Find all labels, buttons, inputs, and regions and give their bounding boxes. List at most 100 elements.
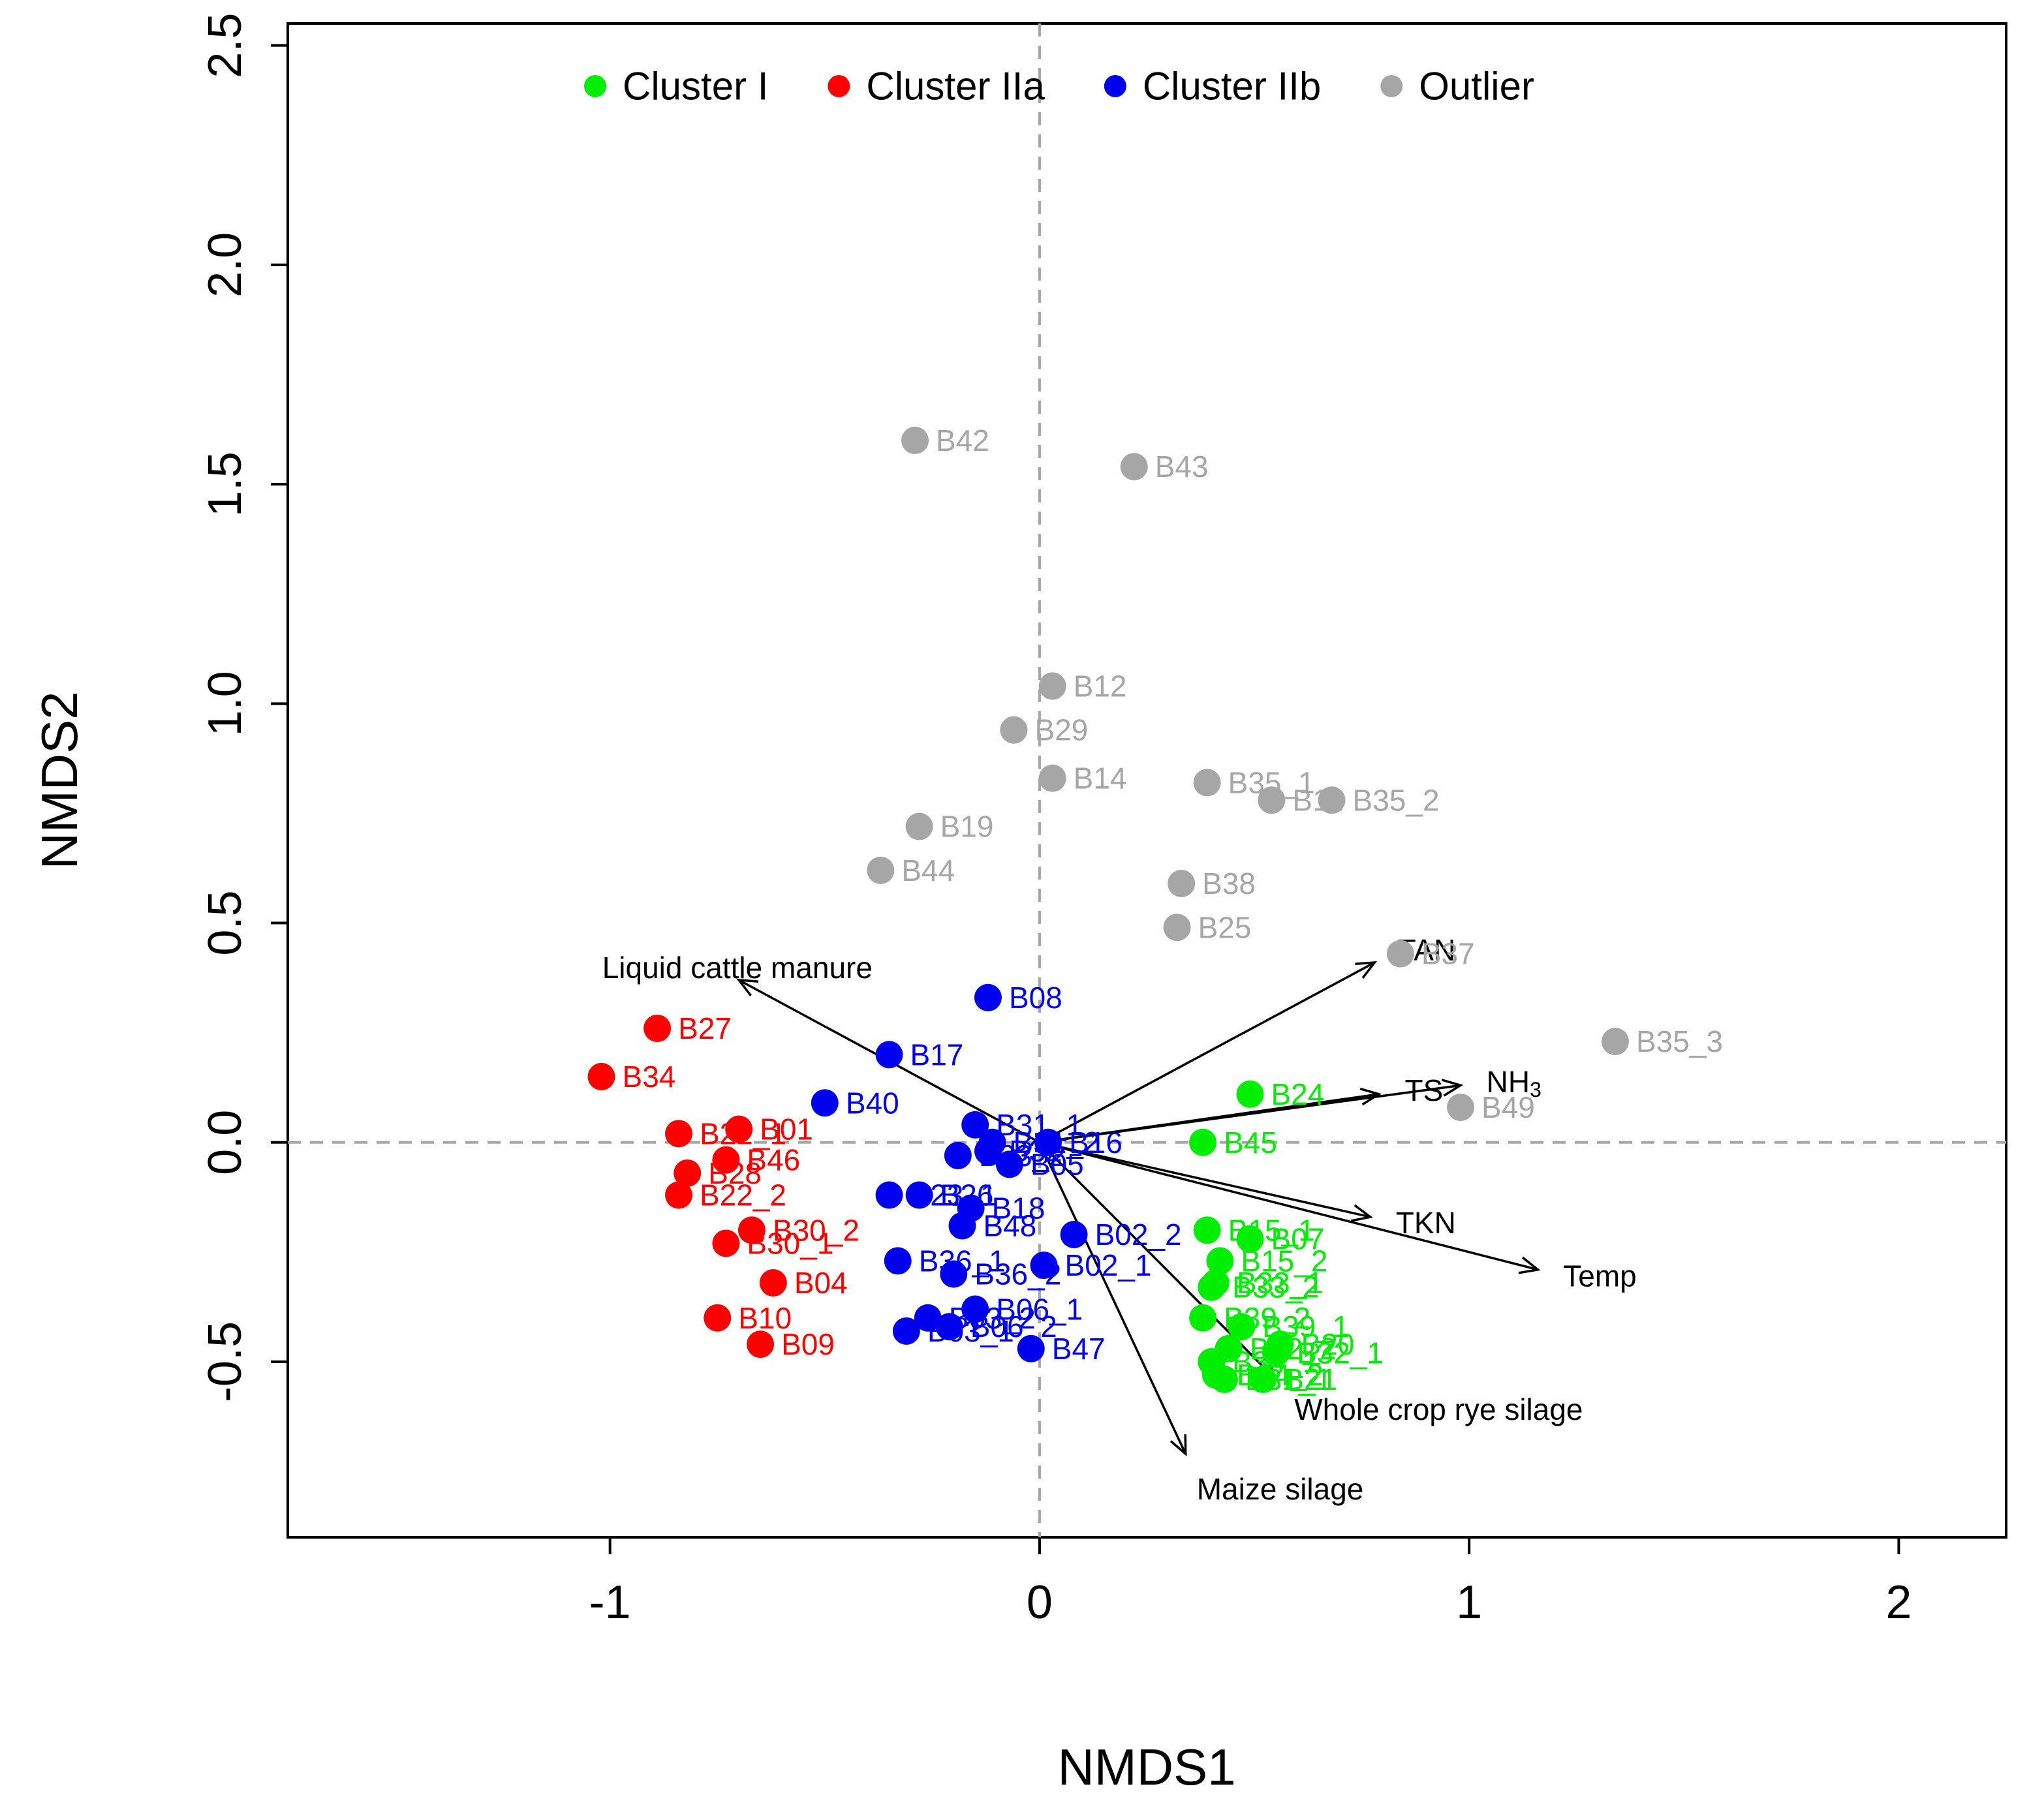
legend-entry-outlier: Outlier <box>1380 65 1534 108</box>
vector-maize-silage: Maize silage <box>1038 1142 1364 1506</box>
point-b40: B40 <box>811 1086 899 1120</box>
point-marker <box>1030 1252 1058 1280</box>
series-outlier: B42B43B12B29B14B35_1B11B35_2B19B44B38B25… <box>867 423 1723 1124</box>
point-marker <box>892 1317 920 1345</box>
point-marker <box>1120 453 1148 481</box>
point-marker <box>995 1150 1023 1178</box>
point-marker <box>1034 1128 1062 1156</box>
point-b45: B45 <box>1189 1126 1277 1159</box>
point-marker <box>1206 1247 1234 1275</box>
point-label: B05 <box>1030 1147 1084 1181</box>
point-marker <box>587 1062 615 1090</box>
point-label: B15_2 <box>1241 1244 1327 1278</box>
point-b03-2: B03_2 <box>914 1301 1036 1335</box>
point-b17: B17 <box>875 1037 963 1071</box>
point-label: B25 <box>1198 910 1252 944</box>
vector-label-subscript: 3 <box>1530 1078 1541 1101</box>
point-marker <box>1189 1128 1217 1156</box>
point-b29: B29 <box>1000 713 1088 747</box>
point-marker <box>1249 1365 1277 1393</box>
point-marker <box>974 983 1002 1011</box>
point-label: B06_1 <box>996 1292 1083 1326</box>
point-marker <box>905 812 933 840</box>
point-b12: B12 <box>1038 669 1127 703</box>
point-b35-2: B35_2 <box>1318 783 1440 817</box>
y-tick-label: 1.0 <box>199 671 251 736</box>
point-marker <box>1189 1304 1217 1332</box>
vector-arrowhead <box>1441 1079 1464 1097</box>
point-b43: B43 <box>1120 450 1209 484</box>
point-label: B40 <box>846 1086 899 1120</box>
point-marker <box>712 1146 740 1174</box>
point-marker <box>674 1159 702 1187</box>
point-marker <box>1168 870 1196 898</box>
point-label: B19 <box>940 810 994 844</box>
series-cluster-i: B24B45B15_1B07B15_2B33_1B33_2B39_2B39_1B… <box>1189 1077 1384 1396</box>
point-label: B37 <box>1421 937 1475 971</box>
legend-entry-cluster-iib: Cluster IIb <box>1104 65 1321 108</box>
vector-shaft <box>1038 1142 1187 1454</box>
point-b46: B46 <box>712 1143 800 1177</box>
y-tick-label: -0.5 <box>199 1321 251 1402</box>
legend-marker <box>584 75 606 97</box>
point-b16: B16 <box>1034 1126 1123 1159</box>
vector-label: Maize silage <box>1197 1472 1364 1506</box>
vector-arrowhead <box>1351 1204 1373 1222</box>
point-marker <box>1601 1028 1629 1056</box>
point-marker <box>1258 786 1286 814</box>
point-marker <box>665 1120 693 1148</box>
point-label: B20 <box>1301 1327 1355 1361</box>
point-b02-2: B02_2 <box>1060 1218 1182 1252</box>
y-tick-label: 2.0 <box>199 232 251 298</box>
point-marker <box>905 1181 933 1209</box>
vector-temp: Temp <box>1039 1141 1637 1293</box>
point-b02-1: B02_1 <box>1030 1248 1152 1282</box>
vector-arrowhead <box>1359 1087 1382 1106</box>
axes: -1 0 1 2 -0.5 0.0 0.5 1.0 1.5 2.0 2.5 <box>199 13 1912 1629</box>
point-marker <box>1228 1313 1256 1341</box>
point-label: B04 <box>794 1266 848 1300</box>
point-label: B32_1 <box>1297 1336 1384 1370</box>
vector-label: TKN <box>1396 1206 1456 1240</box>
point-label: B30_1 <box>747 1226 833 1260</box>
point-marker <box>948 1212 976 1240</box>
point-label: B02_2 <box>1095 1218 1182 1252</box>
point-label: B07 <box>1271 1222 1324 1256</box>
point-marker <box>811 1089 839 1117</box>
point-marker <box>1000 716 1028 744</box>
legend-label: Outlier <box>1419 65 1534 108</box>
point-marker <box>961 1111 989 1139</box>
x-axis-label: NMDS1 <box>1057 1738 1235 1796</box>
point-marker <box>1210 1365 1238 1393</box>
point-marker <box>1262 1339 1290 1367</box>
point-label: B48 <box>983 1209 1036 1243</box>
point-b49: B49 <box>1447 1090 1535 1124</box>
x-tick-label: 2 <box>1885 1576 1912 1629</box>
point-b14: B14 <box>1038 761 1127 795</box>
point-marker <box>1447 1093 1475 1121</box>
point-b37: B37 <box>1386 937 1475 971</box>
point-label: B42 <box>936 423 989 457</box>
series-cluster-iia: B27B34B22_1B01B46B28B22_2B30_2B30_1B04B1… <box>587 1011 859 1361</box>
point-b28: B28 <box>674 1156 762 1190</box>
point-b27: B27 <box>643 1011 732 1045</box>
point-label: B28 <box>708 1156 762 1190</box>
vector-label: Liquid cattle manure <box>602 951 873 985</box>
point-b30-2: B30_2 <box>737 1213 859 1247</box>
legend-marker <box>1104 75 1126 97</box>
point-label: B09 <box>781 1327 835 1361</box>
point-label: B18 <box>992 1191 1045 1225</box>
point-b23-2: B23_2 <box>944 1139 1066 1173</box>
point-b03-1: B03_1 <box>892 1314 1014 1348</box>
vector-label: Temp <box>1563 1259 1636 1293</box>
point-marker <box>901 426 929 454</box>
point-label: B24 <box>1271 1077 1324 1111</box>
point-label: B35_3 <box>1636 1024 1723 1058</box>
point-b06-2: B06_2 <box>935 1310 1057 1344</box>
point-label: B32_2 <box>1250 1332 1337 1366</box>
x-tick-label: 0 <box>1027 1576 1053 1629</box>
point-b33-2: B33_2 <box>1198 1270 1319 1304</box>
point-marker <box>914 1304 942 1332</box>
point-marker <box>1193 769 1221 797</box>
point-marker <box>1193 1216 1221 1244</box>
